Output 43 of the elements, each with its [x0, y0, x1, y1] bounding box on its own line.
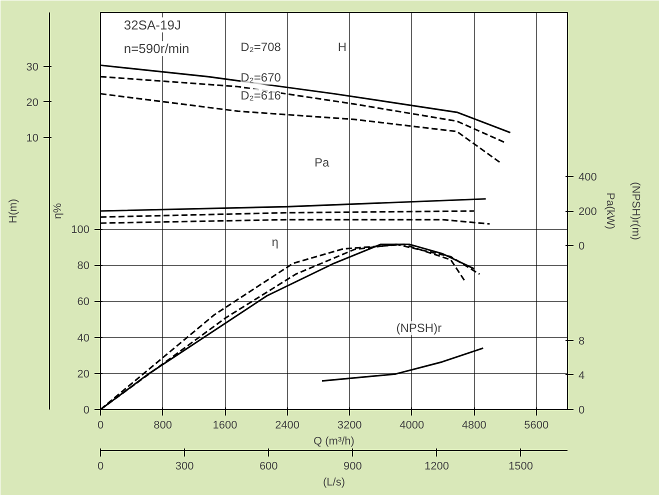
y-tick-label: 80 — [77, 260, 90, 272]
y-tick-label: 60 — [77, 296, 90, 308]
annotation: η — [272, 234, 278, 249]
annotation: D₂=708 — [240, 40, 282, 54]
y2-tick-label: 30 — [26, 61, 39, 74]
y-tick-label: 100 — [71, 224, 90, 236]
annotation: H — [338, 40, 347, 54]
x-tick-label: 800 — [154, 420, 172, 432]
x2-tick-label: 300 — [175, 460, 194, 472]
y3-tick-label: 200 — [578, 206, 597, 218]
x-tick-label: 4000 — [400, 420, 424, 432]
chart-title: 32SA-19J — [124, 17, 181, 32]
x-axis-title: Q (m³/h) — [314, 436, 354, 448]
annotation: Pa — [314, 155, 330, 170]
x2-tick-label: 0 — [97, 460, 104, 472]
y2-tick-label: 10 — [26, 132, 39, 145]
annotation: D₂=670 — [240, 70, 282, 85]
x-tick-label: 4800 — [462, 420, 486, 432]
y-axis-title: (NPSH)r(m) — [630, 182, 642, 240]
x2-axis-title: (L/s) — [323, 476, 345, 488]
y-tick-label: 0 — [578, 404, 585, 416]
x2-tick-label: 1200 — [424, 460, 449, 472]
x-tick-label: 1600 — [212, 420, 238, 432]
x-tick-label: 3200 — [337, 420, 362, 432]
x2-tick-label: 1500 — [508, 460, 534, 472]
y-tick-label: 0 — [83, 404, 90, 416]
x-tick-label: 0 — [97, 420, 104, 432]
annotation: (NPSH)r — [396, 321, 442, 336]
y-tick-label: 40 — [77, 332, 90, 344]
y2-tick-label: 20 — [26, 96, 39, 109]
x2-tick-label: 600 — [259, 460, 278, 472]
y-tick-label: 8 — [578, 335, 585, 348]
x-tick-label: 5600 — [524, 420, 549, 432]
y3-tick-label: 400 — [578, 171, 597, 184]
y-tick-label: 20 — [77, 368, 90, 380]
annotation: D₂=616 — [240, 88, 282, 103]
x2-tick-label: 900 — [344, 460, 362, 472]
y-axis-title: η% — [52, 202, 64, 219]
y-tick-label: 4 — [578, 370, 585, 382]
text: n=590r/min — [124, 41, 190, 56]
x-tick-label: 2400 — [275, 420, 300, 432]
y2-axis-title: H(m) — [7, 198, 20, 224]
y3-axis-title: Pa(kW) — [604, 192, 616, 230]
